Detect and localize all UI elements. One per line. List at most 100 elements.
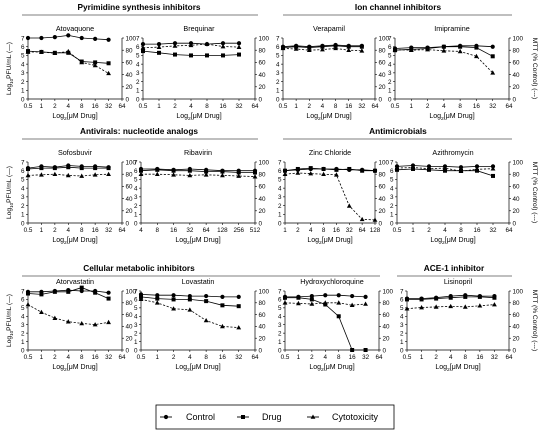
x-tick-label: 2	[427, 227, 431, 234]
data-point-cytotoxicity	[309, 301, 315, 306]
y-tick-label: 4	[21, 61, 25, 68]
y2-tick-label: 100	[126, 159, 137, 166]
y2-tick-label: 60	[513, 60, 521, 67]
y-tick-label: 4	[278, 185, 282, 192]
y2-tick-label: 60	[259, 184, 267, 191]
x-tick-label: 64	[118, 354, 126, 361]
x-tick-label: 4	[443, 227, 447, 234]
y2-tick-label: 0	[259, 96, 263, 103]
y2-tick-label: 20	[126, 208, 134, 215]
data-point-control	[336, 293, 341, 298]
y2-tick-label: 40	[126, 72, 134, 79]
y-tick-label: 4	[278, 314, 282, 321]
x-tick-label: 128	[217, 227, 228, 234]
data-point-cytotoxicity	[282, 300, 288, 305]
data-point-drug	[363, 348, 368, 352]
y2-tick-label: 20	[126, 84, 134, 91]
data-point-drug	[39, 166, 44, 171]
x-tick-label: 1	[40, 103, 44, 110]
y-tick-label: 4	[134, 185, 138, 192]
x-tick-label: 1	[157, 103, 161, 110]
y-tick-label: 5	[400, 305, 404, 312]
data-point-cytotoxicity	[295, 170, 301, 175]
y-tick-label: 7	[21, 288, 25, 295]
data-point-drug	[66, 165, 71, 170]
data-point-cytotoxicity	[204, 41, 210, 46]
x-tick-label: 32	[491, 354, 499, 361]
y2-tick-label: 20	[259, 336, 267, 343]
data-point-control	[79, 35, 84, 41]
y2-tick-label: 80	[259, 172, 267, 179]
data-point-cytotoxicity	[408, 47, 414, 52]
y2-tick-label: 80	[259, 300, 267, 307]
chart-title: Lovastatin	[182, 277, 215, 286]
data-point-cytotoxicity	[52, 171, 58, 176]
x-tick-label: 0.5	[391, 103, 400, 110]
data-point-cytotoxicity	[336, 300, 342, 305]
y2-tick-label: 40	[379, 72, 387, 79]
data-point-cytotoxicity	[140, 45, 146, 50]
data-point-drug	[139, 168, 143, 173]
data-point-cytotoxicity	[477, 303, 483, 308]
y-tick-label: 2	[136, 79, 140, 86]
y-tick-label: 0	[400, 347, 404, 354]
data-point-drug	[360, 168, 365, 173]
data-point-cytotoxicity	[426, 166, 432, 171]
data-point-cytotoxicity	[65, 172, 71, 178]
data-point-cytotoxicity	[321, 171, 326, 176]
data-point-cytotoxicity	[293, 46, 299, 51]
data-point-cytotoxicity	[492, 302, 497, 307]
y-tick-label: 3	[21, 194, 25, 201]
y2-tick-label: 80	[126, 172, 134, 179]
x-tick-label: 32	[105, 354, 113, 361]
x-tick-label: 16	[92, 227, 100, 234]
data-point-cytotoxicity	[25, 302, 31, 307]
y-tick-label: 7	[400, 288, 404, 295]
y-tick-label: 5	[136, 53, 140, 60]
x-axis-label: Log2[μM Drug]	[429, 113, 474, 122]
y-axis-label: Log10PFU/mL (—)	[6, 42, 14, 95]
chart-title: Atovaquone	[56, 24, 94, 33]
y-tick-label: 2	[134, 330, 138, 337]
y2-tick-label: 100	[126, 288, 137, 295]
x-tick-label: 8	[458, 103, 462, 110]
y2-tick-label: 40	[513, 72, 521, 79]
y-tick-label: 0	[276, 96, 280, 103]
data-point-control	[220, 41, 226, 46]
y-tick-label: 1	[276, 88, 280, 95]
chart-title: Zinc Chloride	[309, 148, 351, 157]
y2-tick-label: 20	[383, 336, 391, 343]
x-tick-label: 32	[346, 227, 354, 234]
x-tick-label: 2	[172, 354, 176, 361]
data-point-cytotoxicity	[280, 45, 286, 51]
legend-label: Cytotoxicity	[332, 412, 379, 422]
group-title: Antivirals: nucleotide analogs	[80, 126, 198, 136]
y-tick-label: 1	[278, 212, 282, 219]
data-point-cytotoxicity	[65, 48, 71, 54]
y-tick-label: 7	[134, 288, 138, 295]
data-point-control	[155, 293, 160, 298]
data-point-cytotoxicity	[236, 325, 242, 330]
x-tick-label: 8	[205, 103, 209, 110]
data-point-control	[204, 293, 209, 299]
y-tick-label: 0	[388, 96, 392, 103]
x-tick-label: 8	[80, 227, 84, 234]
y2-tick-label: 100	[259, 35, 270, 42]
y2-tick-label: 100	[513, 35, 524, 42]
y-tick-label: 1	[134, 212, 138, 219]
y-tick-label: 3	[278, 194, 282, 201]
chart-title: Hydroxychloroquine	[300, 277, 364, 286]
y-tick-label: 4	[21, 185, 25, 192]
data-point-drug	[52, 166, 57, 171]
data-point-drug	[405, 297, 409, 302]
x-tick-label: 2	[53, 227, 57, 234]
data-point-cytotoxicity	[410, 164, 416, 170]
data-point-control	[25, 35, 31, 41]
y2-tick-label: 60	[379, 60, 387, 67]
y2-axis-label: MTT (% Control) (---)	[531, 38, 538, 99]
y-tick-label: 0	[278, 220, 282, 227]
y2-tick-label: 40	[383, 324, 391, 331]
